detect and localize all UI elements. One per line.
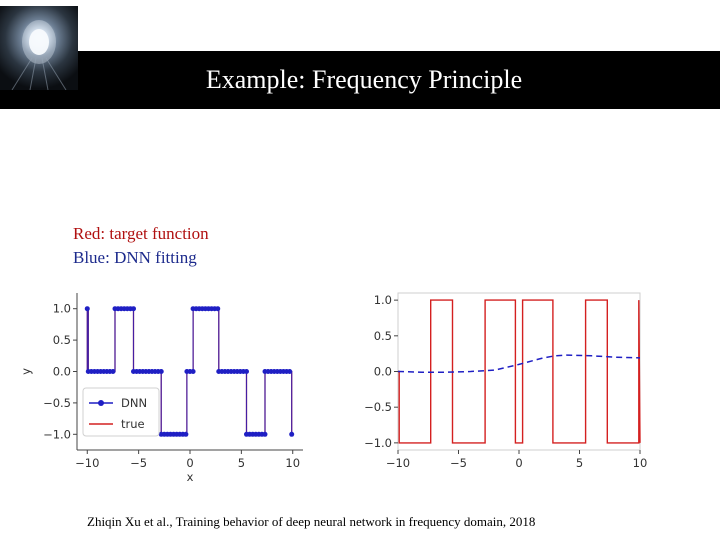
y-tick-label: 0.5 (53, 333, 71, 347)
chart-low-frequency-fit: −10 −5 0 5 10 1.0 0.5 0.0 −0.5 −1.0 (364, 292, 648, 470)
dnn-point (158, 369, 164, 374)
x-tick-label: −5 (130, 456, 147, 470)
x-tick-label: 5 (576, 456, 583, 470)
dnn-point (183, 431, 189, 437)
dnn-point (110, 369, 116, 374)
y-tick-label: −0.5 (364, 400, 392, 414)
x-axis-label: x (187, 470, 194, 484)
y-tick-label: 0.0 (53, 365, 71, 379)
dnn-point (131, 306, 136, 312)
y-tick-label: −1.0 (43, 427, 71, 441)
series-dnn-dashed (397, 354, 641, 373)
legend-true-label: true (121, 417, 145, 431)
dnn-point (190, 369, 196, 374)
x-tick-label: −10 (386, 456, 410, 470)
dnn-point (215, 306, 221, 312)
x-tick-label: 5 (238, 456, 245, 470)
y-tick-label: 1.0 (53, 302, 71, 316)
x-tick-label: −10 (75, 456, 99, 470)
y-tick-label: 1.0 (374, 293, 392, 307)
plot-frame (397, 292, 641, 451)
x-tick-label: 10 (285, 456, 300, 470)
x-tick-label: 0 (186, 456, 193, 470)
slide-title: Example: Frequency Principle (205, 65, 523, 94)
legend-dnn-label: DNN (121, 396, 147, 410)
dnn-point (84, 306, 90, 312)
y-tick-label: −0.5 (43, 396, 71, 410)
legend-dnn-marker (98, 400, 104, 406)
x-tick-label: 10 (633, 456, 648, 470)
title-bar: Example: Frequency Principle (0, 51, 720, 109)
dnn-point (244, 369, 249, 374)
color-legend-note: Red: target function Blue: DNN fitting (73, 222, 209, 270)
dnn-point (262, 431, 268, 437)
series-target-line (398, 299, 641, 444)
legend-red-label: Red: target function (73, 224, 209, 243)
citation: Zhiqin Xu et al., Training behavior of d… (87, 514, 536, 529)
x-tick-label: 0 (515, 456, 522, 470)
dnn-point (287, 369, 293, 374)
y-tick-label: −1.0 (364, 436, 392, 450)
y-tick-label: 0.5 (374, 329, 392, 343)
legend-blue-label: Blue: DNN fitting (73, 248, 197, 267)
y-tick-label: 0.0 (374, 365, 392, 379)
dnn-point (289, 431, 295, 437)
y-axis-label: y (20, 368, 33, 375)
chart-dnn-fit: −10 −5 0 5 10 1.0 0.5 0.0 −0.5 −1.0 x y DNN true (20, 293, 303, 484)
light-tunnel-icon (0, 6, 78, 90)
x-tick-label: −5 (450, 456, 467, 470)
